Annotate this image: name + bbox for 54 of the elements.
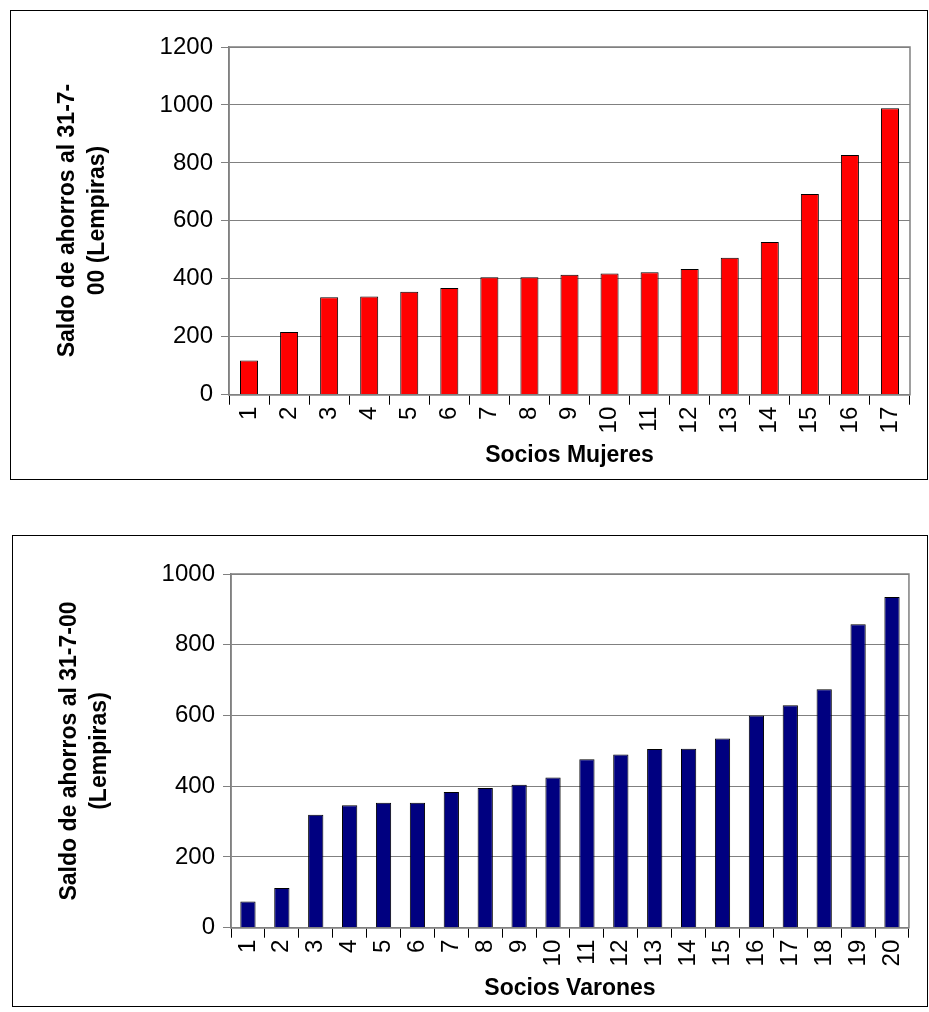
x-tick-label: 2 (273, 406, 301, 421)
y-tick-label: 400 (172, 263, 213, 291)
x-tick-label: 11 (571, 939, 599, 965)
x-tick-label: 13 (639, 939, 667, 967)
y-tick-label: 600 (172, 205, 213, 233)
x-tick-label: 6 (402, 939, 430, 954)
x-tick-label: 17 (874, 406, 902, 434)
y-tick-label: 0 (199, 379, 213, 407)
x-tick-label: 20 (876, 939, 904, 967)
x-tick-label: 5 (393, 406, 421, 421)
x-tick-label: 15 (707, 939, 735, 967)
x-tick-label: 4 (353, 406, 381, 421)
x-tick-label: 16 (834, 406, 862, 434)
x-tick-label: 11 (634, 406, 662, 432)
x-tick-label: 17 (774, 939, 802, 967)
x-tick-label: 19 (842, 939, 870, 967)
x-tick-label: 9 (503, 939, 531, 954)
x-tick-label: 14 (673, 939, 701, 967)
x-tick-label: 1 (233, 406, 261, 421)
x-tick-label: 5 (368, 939, 396, 954)
x-tick-label: 12 (674, 406, 702, 434)
x-tick-label: 2 (266, 939, 294, 954)
y-tick-label: 1000 (161, 558, 215, 586)
y-tick-label: 200 (174, 841, 215, 869)
x-tick-label: 3 (300, 939, 328, 954)
x-tick-label: 3 (313, 406, 341, 421)
y-axis-title: Saldo de ahorros al 31-7-00 (Lempiras) (52, 83, 110, 359)
x-tick-label: 8 (514, 406, 542, 421)
x-tick-label: 10 (594, 406, 622, 434)
y-tick-label: 1200 (159, 31, 213, 59)
y-tick-label: 600 (174, 700, 215, 728)
x-tick-label: 7 (474, 406, 502, 421)
x-tick-label: 12 (605, 939, 633, 967)
x-axis-title: Socios Mujeres (485, 440, 654, 467)
x-tick-label: 7 (435, 939, 463, 954)
x-tick-label: 13 (714, 406, 742, 434)
x-tick-label: 4 (334, 939, 362, 954)
y-tick-label: 1000 (159, 89, 213, 117)
x-tick-label: 14 (754, 406, 782, 434)
x-tick-label: 9 (554, 406, 582, 421)
x-tick-label: 15 (794, 406, 822, 434)
x-tick-label: 8 (469, 939, 497, 954)
x-tick-label: 10 (537, 939, 565, 967)
x-tick-label: 16 (741, 939, 769, 967)
y-tick-label: 800 (174, 629, 215, 657)
x-tick-label: 1 (232, 939, 260, 954)
y-tick-label: 800 (172, 147, 213, 175)
x-axis-title: Socios Varones (484, 973, 656, 1000)
y-tick-label: 200 (172, 321, 213, 349)
y-tick-label: 0 (201, 912, 215, 940)
x-tick-label: 6 (433, 406, 461, 421)
y-tick-label: 400 (174, 770, 215, 798)
y-axis-title: Saldo de ahorros al 31-7-00 (Lempiras) (54, 600, 112, 901)
x-tick-label: 18 (808, 939, 836, 967)
